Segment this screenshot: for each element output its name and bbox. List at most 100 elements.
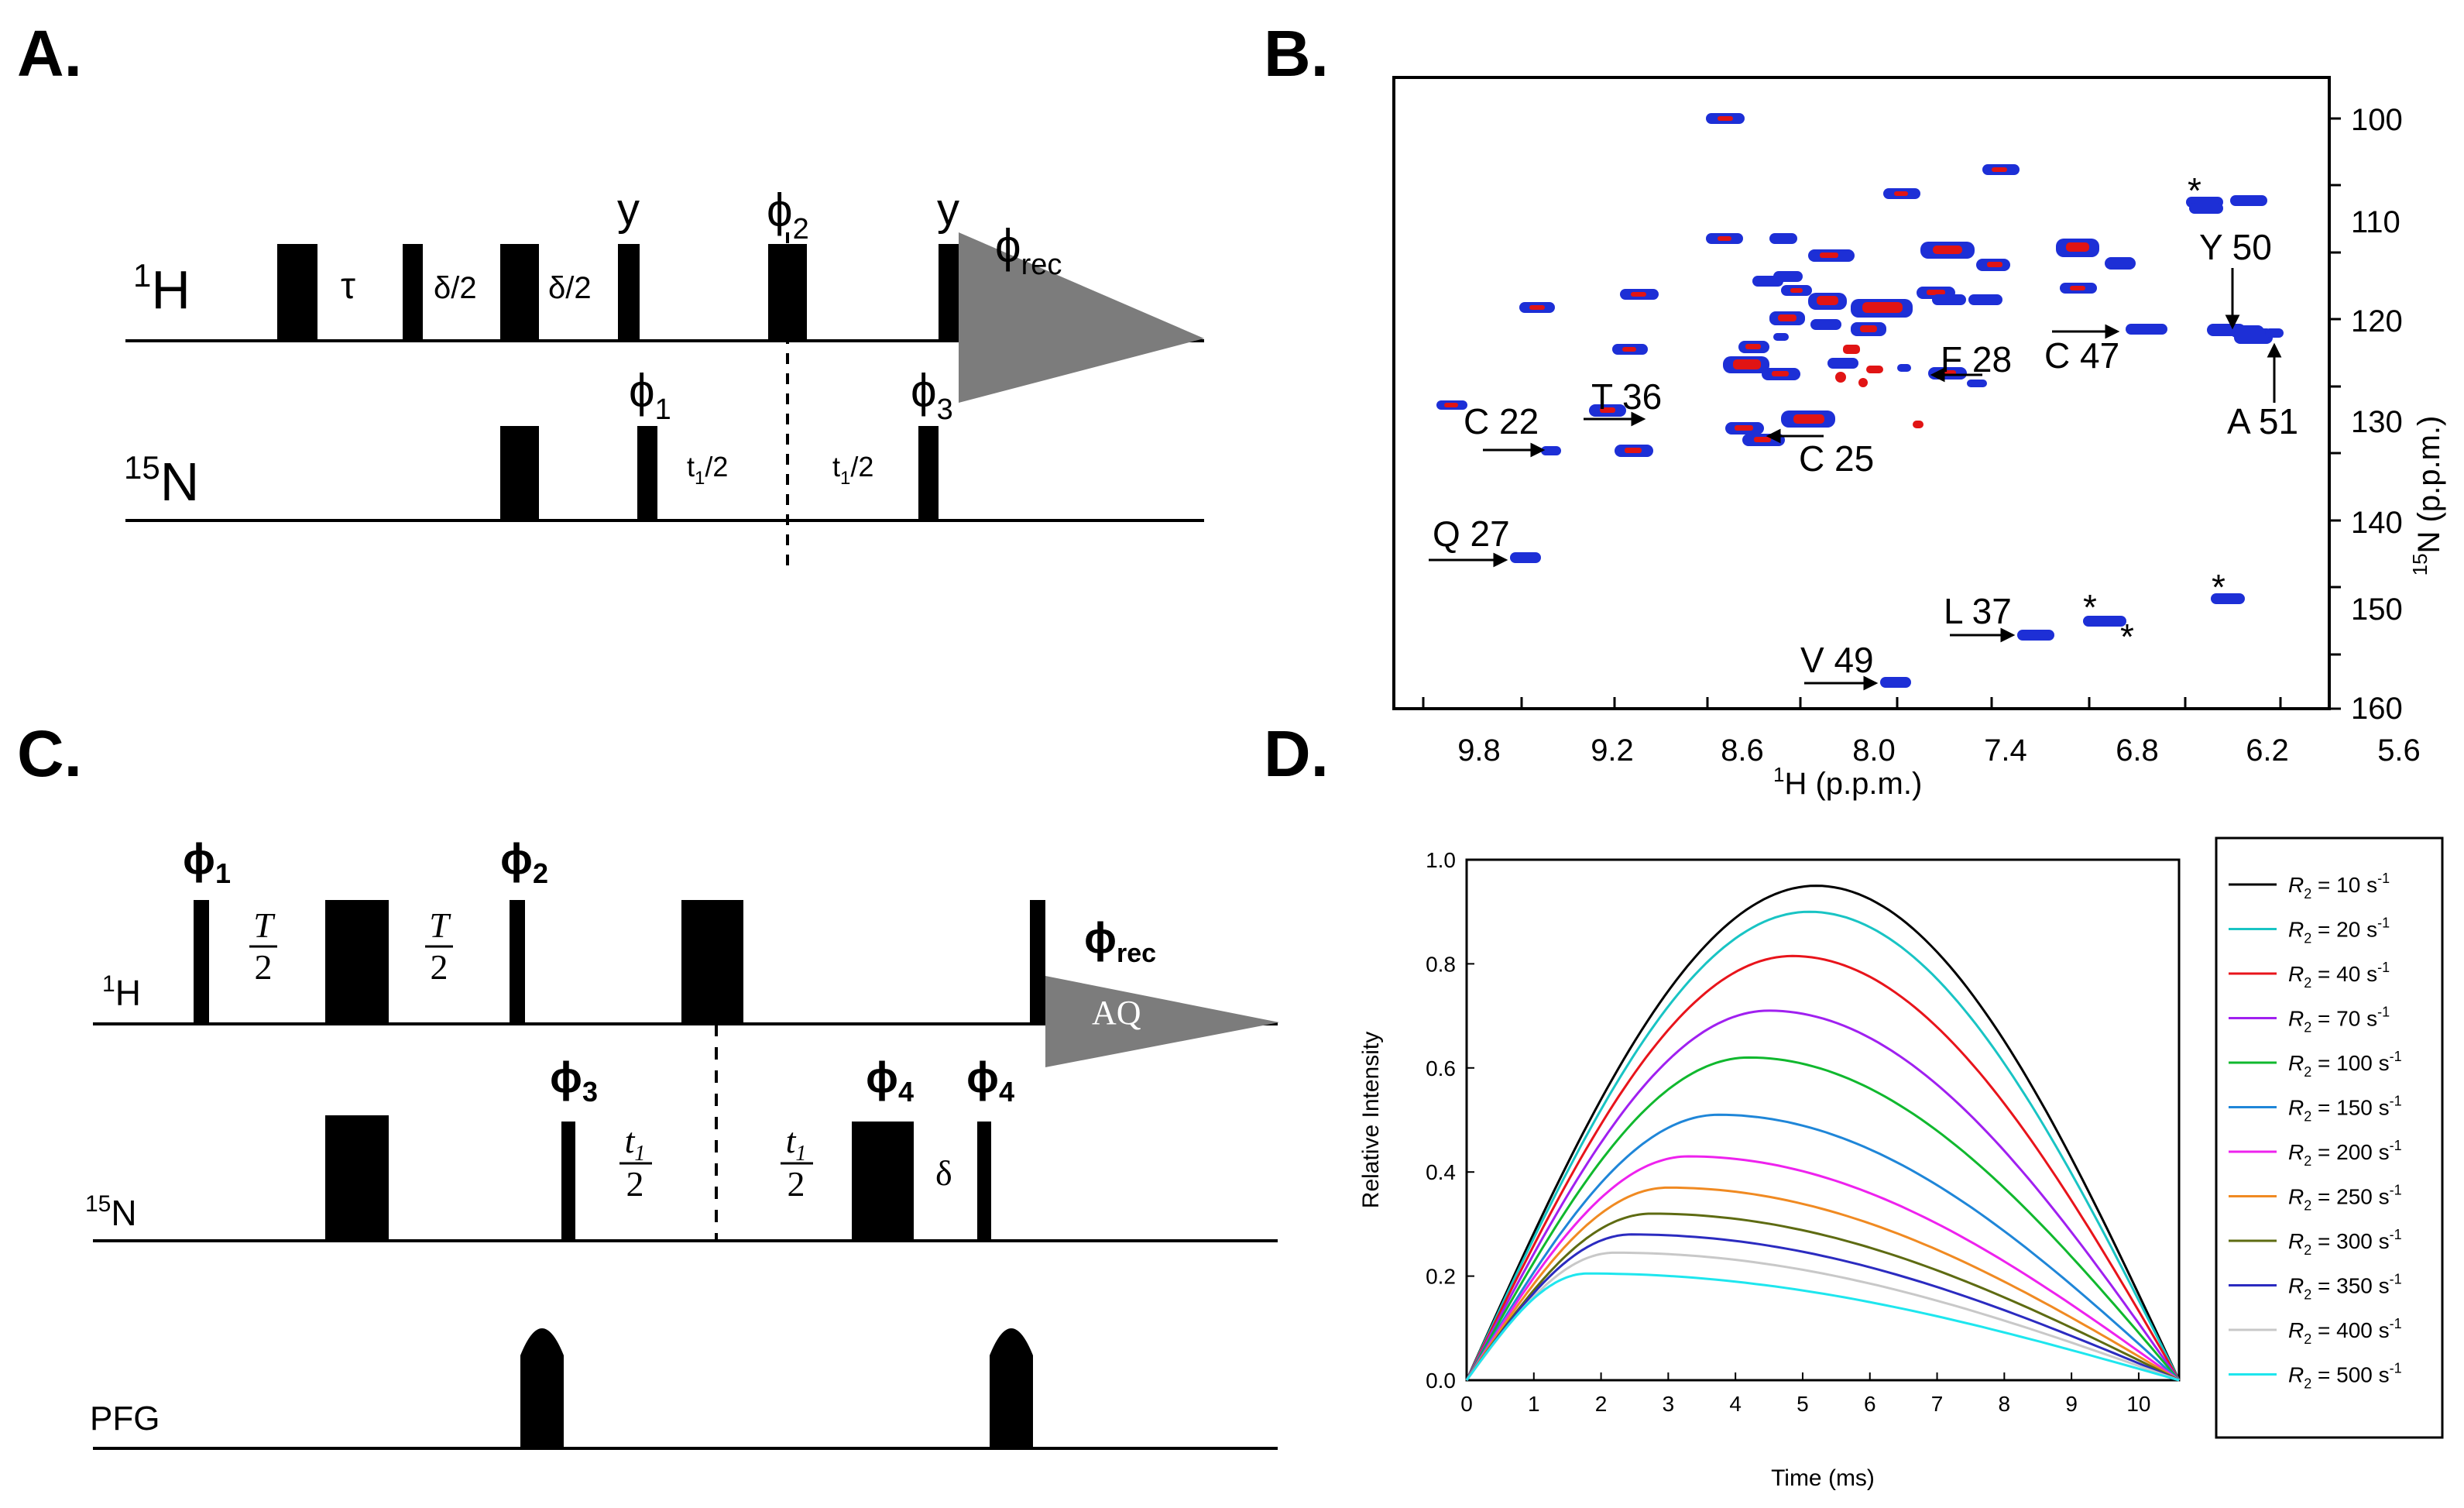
- d-series-group: [1465, 885, 2181, 1382]
- d-x-tick-label: 2: [1595, 1392, 1608, 1416]
- d-y-tick-label: 0.0: [1426, 1369, 1456, 1393]
- d-y-tick-label: 1.0: [1426, 848, 1456, 872]
- c-pfg-channel-label: PFG: [90, 1400, 160, 1438]
- c-phase-phi4b: ϕ4: [966, 1053, 1014, 1108]
- b-peak: [1897, 364, 1911, 372]
- b-peak: [1725, 422, 1764, 435]
- b-peak: [2234, 328, 2273, 344]
- svg-text:2: 2: [626, 1164, 644, 1204]
- b-ytick-label: 140: [2351, 506, 2403, 540]
- b-ytick-label: 110: [2351, 205, 2401, 239]
- a-1h-pulse-90-y1: [618, 244, 640, 341]
- a-1h-pulse-90-y2: [939, 244, 959, 341]
- b-xtick-label: 8.6: [1721, 733, 1764, 768]
- svg-text:t1: t1: [625, 1121, 646, 1166]
- c-acquisition-fid: [1045, 976, 1279, 1067]
- b-peak: [2105, 257, 2136, 270]
- b-peak: [1589, 404, 1626, 417]
- d-axes: 0 1 2 3 4 5 6 7 8 9 10 0.0 0.2 0.4 0.6 0.8 1.0: [1426, 848, 2150, 1416]
- b-peak: [2017, 630, 2054, 641]
- d-series-line-r2-200: [1465, 1155, 2180, 1382]
- a-1h-pulse-180-2: [500, 244, 539, 341]
- c-1h-pulse-final: [1030, 900, 1045, 1024]
- b-peak: [1866, 366, 1883, 373]
- d-x-axis-title: Time (ms): [1771, 1465, 1875, 1491]
- d-x-tick-label: 4: [1729, 1392, 1742, 1416]
- c-fraction-t1-over-2-right: t1 2: [781, 1121, 813, 1204]
- d-x-tick-label: 10: [2126, 1392, 2150, 1416]
- b-ytick-label: 120: [2351, 304, 2403, 338]
- svg-text:T: T: [253, 905, 276, 945]
- b-peak: [1519, 302, 1555, 313]
- c-phase-phi2: ϕ2: [500, 834, 548, 889]
- b-peak: [1827, 358, 1858, 369]
- b-peak: [1883, 188, 1920, 199]
- b-peak: [1808, 249, 1855, 262]
- d-x-tick-label: 7: [1931, 1392, 1944, 1416]
- d-y-axis-title: Relative Intensity: [1358, 1032, 1384, 1208]
- b-peak: [1976, 259, 2010, 271]
- b-peak: [1880, 677, 1911, 688]
- b-peak: [1968, 294, 2002, 305]
- b-ytick-label: 160: [2351, 692, 2403, 726]
- svg-text:2: 2: [788, 1164, 805, 1204]
- d-legend-label: R2 = 70 s-1: [2288, 1005, 2390, 1036]
- b-peak: [1781, 410, 1835, 428]
- c-fraction-t-over-2-second: T 2: [425, 905, 453, 987]
- d-x-tick-label: 5: [1797, 1392, 1809, 1416]
- c-fraction-t1-over-2-left: t1 2: [619, 1121, 652, 1204]
- b-xtick-label: 7.4: [1984, 733, 2027, 768]
- b-x-axis-title: 1H (p.p.m.): [1773, 763, 1922, 801]
- d-series-line-r2-10: [1465, 885, 2181, 1381]
- a-phase-phi2: ϕ2: [767, 184, 809, 246]
- b-star-marker: *: [2212, 567, 2225, 607]
- b-peak: [1706, 113, 1745, 124]
- b-peak: [1982, 164, 2020, 175]
- b-assignment-label: C 47: [2044, 335, 2119, 376]
- d-y-tick-label: 0.2: [1426, 1265, 1456, 1289]
- b-assignment-label: Y 50: [2199, 227, 2272, 267]
- d-series-line-r2-100: [1465, 1056, 2181, 1381]
- panel-a-label: A.: [17, 17, 82, 90]
- svg-text:2: 2: [255, 947, 273, 987]
- b-peak: [1436, 400, 1467, 410]
- b-peak: [1612, 344, 1648, 355]
- b-peak: [1913, 421, 1923, 428]
- c-15n-pulse-phi3: [561, 1122, 575, 1241]
- b-y-axis: [2329, 117, 2341, 710]
- b-assignment-arrows: [1429, 268, 2282, 691]
- c-15n-pulse-180-1: [325, 1115, 389, 1241]
- b-x-axis: [1422, 697, 2282, 709]
- a-acquisition-fid: [959, 232, 1204, 403]
- b-spectrum-frame: [1392, 76, 2331, 710]
- a-t1-half-right: t1/2: [832, 451, 873, 489]
- b-peak: [2056, 239, 2099, 257]
- b-peak: [1851, 299, 1913, 318]
- b-xtick-label: 6.8: [2116, 733, 2159, 768]
- b-assignment-label: T 36: [1591, 376, 1662, 417]
- c-1h-pulse-phi2: [510, 900, 525, 1024]
- b-peaks: [1436, 113, 2284, 688]
- c-1h-channel-label: 1H: [102, 971, 141, 1013]
- b-peak: [2083, 616, 2126, 627]
- panel-c: C. 1H 15N PFG ϕ1 ϕ2 ϕ3 ϕ4 ϕ4 ϕrec AQ: [17, 717, 1279, 1450]
- d-series-line-r2-350: [1465, 1233, 2180, 1382]
- d-legend-label: R2 = 20 s-1: [2288, 915, 2390, 946]
- b-peak: [1773, 271, 1803, 282]
- b-peak: [2265, 328, 2284, 338]
- a-delay-tau: τ: [341, 266, 355, 307]
- c-15n-pulse-180-phi4: [852, 1122, 914, 1241]
- a-phase-phi1: ϕ1: [629, 365, 671, 426]
- c-1h-pulse-phi1: [194, 900, 209, 1024]
- d-legend-label: R2 = 350 s-1: [2288, 1272, 2402, 1303]
- d-y-tick-label: 0.8: [1426, 952, 1456, 976]
- a-15n-pulse-phi3: [918, 426, 939, 520]
- b-peak: [1769, 311, 1805, 325]
- d-legend-label: R2 = 500 s-1: [2288, 1361, 2402, 1392]
- d-x-tick-label: 0: [1460, 1392, 1473, 1416]
- d-x-tick-label: 3: [1663, 1392, 1675, 1416]
- d-legend-label: R2 = 250 s-1: [2288, 1183, 2402, 1214]
- d-x-tick-label: 1: [1528, 1392, 1540, 1416]
- a-phase-phi3: ϕ3: [911, 365, 953, 426]
